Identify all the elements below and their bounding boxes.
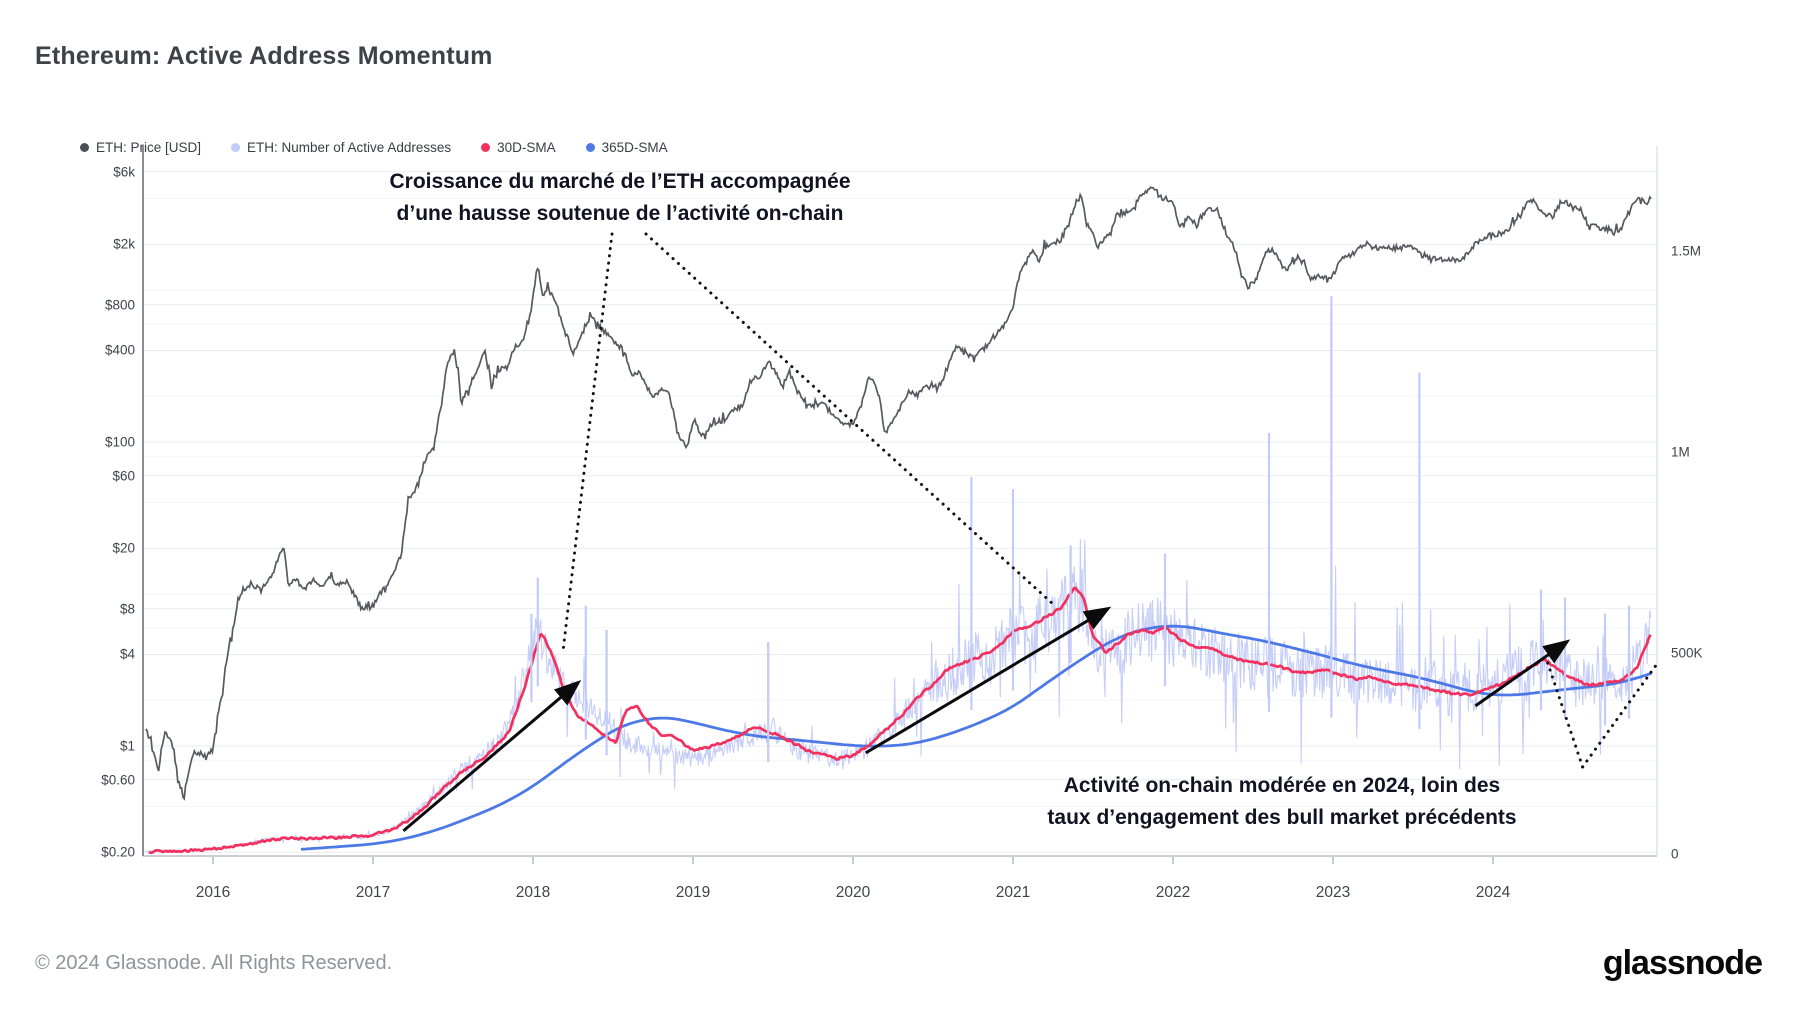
legend-dot-icon <box>481 143 491 152</box>
x-axis-label-2017: 2017 <box>355 884 391 901</box>
x-axis-label-2021: 2021 <box>995 884 1031 901</box>
footer-copyright: © 2024 Glassnode. All Rights Reserved. <box>35 952 393 974</box>
glassnode-logo: glassnode <box>1602 944 1763 982</box>
annotation-eth-growth-line-2: d’une hausse soutenue de l’activité on-c… <box>396 202 844 225</box>
left-axis-tick-$400: $400 <box>104 342 135 358</box>
legend-item-4[interactable]: 365D-SMA <box>585 140 668 155</box>
legend: ETH: Price [USD] ETH: Number of Active Ad… <box>80 140 668 155</box>
x-axis-label-2024: 2024 <box>1475 884 1511 901</box>
annotation-onchain-2024-line-1: Activité on-chain modérée en 2024, loin … <box>1063 774 1501 797</box>
dotted-pointer-2024-right <box>1581 661 1660 769</box>
annotation-eth-growth-line-1: Croissance du marché de l’ETH accompagné… <box>389 170 851 193</box>
right-axis-tick-500K: 500K <box>1671 645 1703 661</box>
x-axis-label-2023: 2023 <box>1315 884 1351 901</box>
x-axis-label-2016: 2016 <box>195 884 231 901</box>
legend-dot-icon <box>80 143 89 152</box>
legend-item-label: ETH: Price [USD] <box>96 140 202 155</box>
left-axis-tick-$2k: $2k <box>113 236 135 252</box>
legend-item-label: 365D-SMA <box>601 140 668 155</box>
legend-dot-icon <box>231 143 241 152</box>
right-axis-tick-0: 0 <box>1671 846 1679 862</box>
series-layer <box>145 186 1653 855</box>
series-30d-sma <box>148 586 1652 855</box>
left-axis-tick-$4: $4 <box>119 646 135 662</box>
x-axis-label-2020: 2020 <box>835 884 871 901</box>
x-axis-label-2019: 2019 <box>675 884 711 901</box>
legend-item-3[interactable]: 30D-SMA <box>481 140 556 155</box>
series-eth-price <box>145 186 1652 801</box>
legend-item-2[interactable]: ETH: Number of Active Addresses <box>231 140 451 155</box>
page-title: Ethereum: Active Address Momentum <box>35 42 493 70</box>
annotation-eth-growth: Croissance du marché de l’ETH accompagné… <box>390 166 851 230</box>
legend-item-label: ETH: Number of Active Addresses <box>247 140 452 155</box>
right-axis-tick-1.5M: 1.5M <box>1671 243 1702 259</box>
annotation-arrow-1 <box>402 680 582 833</box>
left-axis-tick-$60: $60 <box>112 468 135 484</box>
legend-item-1[interactable]: ETH: Price [USD] <box>80 140 201 155</box>
left-axis-tick-$800: $800 <box>104 297 135 313</box>
legend-dot-icon <box>585 143 595 152</box>
left-axis-tick-$100: $100 <box>104 434 135 450</box>
left-axis-tick-$0.20: $0.20 <box>101 844 135 860</box>
left-axis-tick-$0.60: $0.60 <box>101 772 135 788</box>
dotted-pointer-2021 <box>644 232 1058 609</box>
annotation-arrow-2 <box>865 606 1112 755</box>
left-axis-tick-$1: $1 <box>119 738 135 754</box>
x-axis-label-2018: 2018 <box>515 884 551 901</box>
left-axis-tick-$8: $8 <box>119 601 135 617</box>
annotation-onchain-2024: Activité on-chain modérée en 2024, loin … <box>1047 770 1516 834</box>
right-axis-tick-1M: 1M <box>1671 444 1690 460</box>
annotation-onchain-2024-line-2: taux d’engagement des bull market précéd… <box>1047 806 1517 829</box>
annotation-arrow-3 <box>1474 639 1571 708</box>
legend-item-label: 30D-SMA <box>497 140 556 155</box>
x-axis-label-2022: 2022 <box>1155 884 1191 901</box>
left-axis-tick-$20: $20 <box>112 540 135 556</box>
left-axis-tick-$6k: $6k <box>113 164 135 180</box>
dotted-pointer-2018 <box>561 232 614 650</box>
